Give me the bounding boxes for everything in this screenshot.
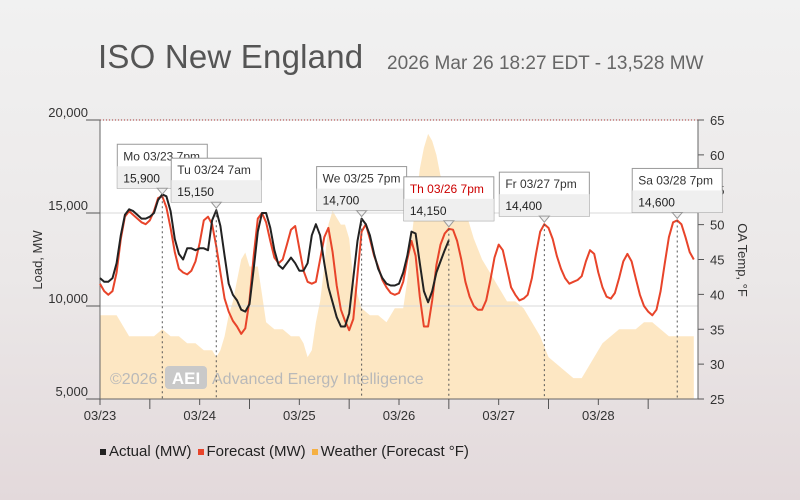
legend-swatch-forecast xyxy=(197,448,204,455)
peak-annotation[interactable]: We 03/25 7pm 14,700 xyxy=(316,166,408,399)
y-right-axis-title: OA Temp, °F xyxy=(735,223,750,297)
peak-annotation[interactable]: Th 03/26 7pm 14,150 xyxy=(403,176,495,399)
y-left-axis-title: Load, MW xyxy=(30,230,45,290)
aei-logo-text: AEI xyxy=(172,369,200,388)
peak-callout-value: 15,150 xyxy=(177,185,214,199)
legend-swatch-actual xyxy=(100,448,106,455)
y-left-tick-label: 10,000 xyxy=(48,291,88,306)
peak-callout-time: We 03/25 7pm xyxy=(323,172,401,186)
y-right-tick-label: 45 xyxy=(710,253,724,268)
legend-label-weather: Weather (Forecast °F) xyxy=(320,443,469,460)
peak-callout-value-bg xyxy=(316,188,407,211)
peak-callout-value: 14,600 xyxy=(638,195,675,209)
legend-item-forecast[interactable]: Forecast (MW) xyxy=(197,443,306,460)
peak-callout-time: Fr 03/27 7pm xyxy=(505,177,576,191)
legend-item-actual[interactable]: Actual (MW) xyxy=(100,443,192,460)
peak-callout-pointer xyxy=(538,215,551,223)
weather-area xyxy=(100,133,694,399)
peak-callout-value: 14,150 xyxy=(410,204,447,218)
y-left-tick-label: 15,000 xyxy=(48,198,88,213)
aei-logo: AEI xyxy=(165,366,207,389)
peak-callout-pointer xyxy=(355,210,368,218)
x-tick-label: 03/24 xyxy=(183,408,216,423)
legend-label-actual: Actual (MW) xyxy=(109,443,192,460)
watermark-copyright: ©2026 xyxy=(110,371,157,388)
x-tick-label: 03/23 xyxy=(84,408,117,423)
peak-annotation[interactable]: Sa 03/28 7pm 14,600 xyxy=(631,167,723,399)
peak-callout-time: Tu 03/24 7am xyxy=(177,163,251,177)
legend-item-weather[interactable]: Weather (Forecast °F) xyxy=(311,443,469,460)
peak-callout-time: Sa 03/28 7pm xyxy=(638,173,713,187)
forecast-line xyxy=(99,195,695,335)
x-tick-label: 03/25 xyxy=(283,408,316,423)
peak-callout-value-bg xyxy=(171,180,262,203)
peak-callout-pointer xyxy=(442,220,455,228)
chart-legend: Actual (MW) Forecast (MW) Weather (Forec… xyxy=(100,443,469,460)
chart-title: ISO New England xyxy=(98,38,364,75)
peak-callout-pointer xyxy=(210,201,223,209)
peak-callout-value-bg xyxy=(632,190,723,213)
y-right-tick-label: 25 xyxy=(710,392,724,407)
x-tick-label: 03/26 xyxy=(383,408,416,423)
y-left-tick-label: 5,000 xyxy=(55,384,88,399)
y-right-tick-label: 30 xyxy=(710,357,724,372)
y-right-tick-label: 60 xyxy=(710,148,724,163)
peak-callout-time: Th 03/26 7pm xyxy=(410,182,484,196)
y-right-tick-label: 40 xyxy=(710,287,724,302)
actual-line xyxy=(99,193,450,328)
watermark-company: Advanced Energy Intelligence xyxy=(212,371,424,388)
peak-annotation[interactable]: Fr 03/27 7pm 14,400 xyxy=(498,171,590,399)
peak-callout-value: 14,400 xyxy=(505,199,542,213)
x-tick-label: 03/27 xyxy=(482,408,515,423)
chart-subtitle: 2026 Mar 26 18:27 EDT - 13,528 MW xyxy=(387,53,704,74)
y-right-tick-label: 35 xyxy=(710,322,724,337)
legend-swatch-weather xyxy=(311,448,318,455)
peak-callout-value: 14,700 xyxy=(323,194,360,208)
peak-callout-pointer xyxy=(156,187,169,196)
y-right-tick-label: 65 xyxy=(710,113,724,128)
y-left-tick-label: 20,000 xyxy=(48,105,88,120)
peak-callout-value-bg xyxy=(403,198,494,221)
peak-callout-pointer xyxy=(671,211,684,220)
x-tick-label: 03/28 xyxy=(582,408,615,423)
peak-annotation[interactable]: Tu 03/24 7am 15,150 xyxy=(170,157,262,399)
peak-callout-value: 15,900 xyxy=(123,171,160,185)
legend-label-forecast: Forecast (MW) xyxy=(206,443,306,460)
y-right-tick-label: 50 xyxy=(710,218,724,233)
peak-callout-value-bg xyxy=(499,194,590,217)
